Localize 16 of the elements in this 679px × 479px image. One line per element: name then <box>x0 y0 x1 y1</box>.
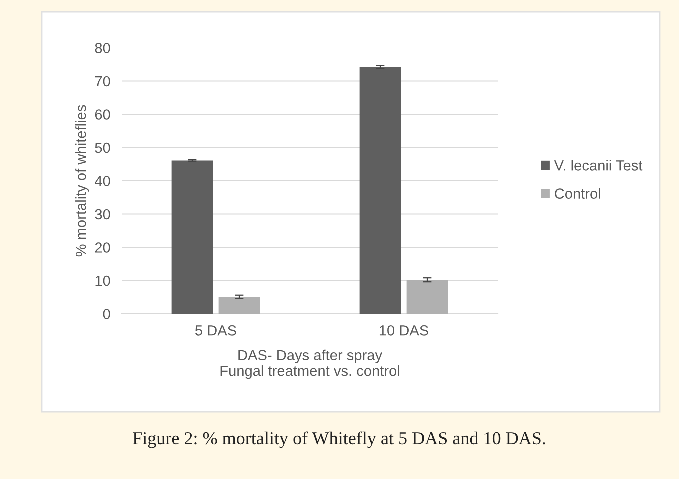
caption: Figure 2: % mortality of Whitefly at 5 DAS and 10 DAS. <box>133 432 546 448</box>
x-tick-label: 5 DAS <box>196 325 236 336</box>
y-tick-label: 70 <box>95 76 110 87</box>
legend-label: V. lecanii Test <box>554 160 643 171</box>
y-tick-label: 50 <box>95 142 110 154</box>
y-tick-label: 10 <box>96 276 110 286</box>
y-tick-label: 0 <box>103 309 110 320</box>
y-axis-title: % mortality of whiteflies <box>76 105 90 257</box>
y-tick-label: 60 <box>95 110 110 120</box>
y-tick-label: 20 <box>95 242 110 253</box>
y-tick-label: 40 <box>95 176 110 186</box>
x-axis-title: DAS- Days after spray Fungal treatment vs. control <box>220 350 400 380</box>
x-tick-label: 10 DAS <box>380 325 428 336</box>
y-tick-label: 80 <box>95 43 110 54</box>
legend-label: Control <box>555 188 600 200</box>
y-tick-label: 30 <box>95 209 110 220</box>
